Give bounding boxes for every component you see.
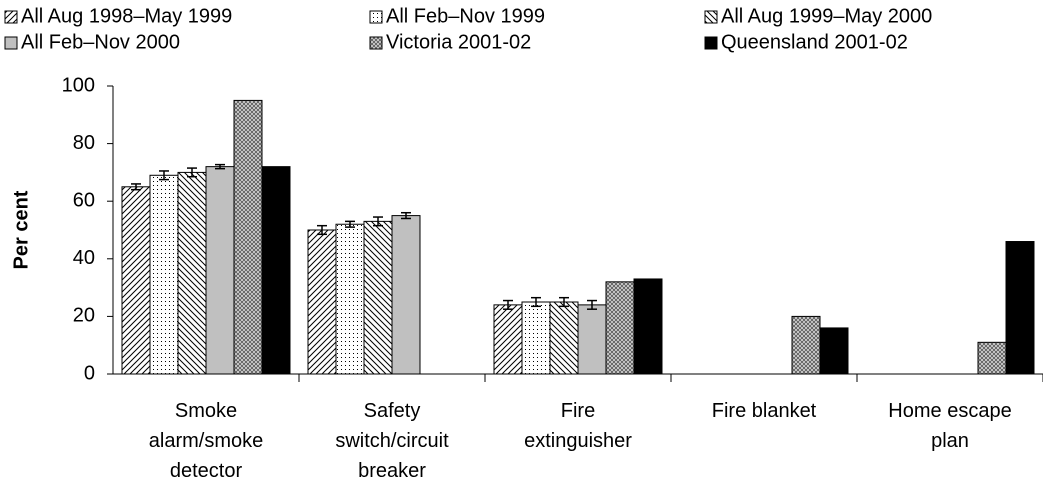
y-axis-title: Per cent [10,190,32,269]
error-bar [587,299,597,310]
error-bar [401,211,411,220]
bar [335,223,365,375]
bar [121,186,151,375]
error-bar [131,183,141,191]
legend-label: All Feb–Nov 2000 [21,31,180,53]
y-tick-label: 100 [62,74,95,96]
bar [977,341,1007,375]
x-tick-label: Fire blanket [711,400,817,422]
x-tick-label: Home escape plan [888,400,1012,452]
error-bar [373,216,383,227]
legend-swatch [369,10,383,24]
bar [363,220,393,375]
y-tick-label: 60 [73,189,95,211]
bar [391,215,421,375]
y-tick-label: 80 [73,132,95,154]
legend-label: All Aug 1999–May 2000 [721,5,932,27]
bar [493,304,523,375]
x-tick-label: Fire extinguisher [524,400,632,452]
legend-label: All Aug 1998–May 1999 [21,5,232,27]
error-bar [159,170,169,181]
legend-swatch [704,36,718,50]
bar [233,99,263,375]
bar [633,278,663,375]
legend-swatch [4,36,18,50]
y-tick-label: 0 [84,362,95,384]
bar [177,171,207,375]
error-bar [317,224,327,236]
bar [261,166,291,375]
bar [205,166,235,375]
error-bar [345,220,355,228]
legend-label: All Feb–Nov 1999 [386,5,545,27]
y-tick-label: 20 [73,305,95,327]
bar [149,174,179,375]
legend-label: Victoria 2001-02 [386,31,531,53]
x-tick-label: Safety switch/circuit breaker [335,400,449,482]
bar [1005,241,1035,375]
bar [819,327,849,375]
bar [577,304,607,375]
legend-label: Queensland 2001-02 [721,31,908,53]
bar [307,229,337,375]
bar [521,301,551,375]
bar [549,301,579,375]
error-bar [215,163,225,170]
x-tick-label: Smoke alarm/smoke detector [148,400,264,482]
bar [605,281,635,375]
legend-swatch [704,10,718,24]
bar [791,315,821,375]
legend-swatch [369,36,383,50]
y-tick-label: 40 [73,247,95,269]
error-bar [531,296,541,308]
error-bar [187,167,197,178]
error-bar [559,296,569,308]
legend-swatch [4,10,18,24]
error-bar [503,299,513,310]
